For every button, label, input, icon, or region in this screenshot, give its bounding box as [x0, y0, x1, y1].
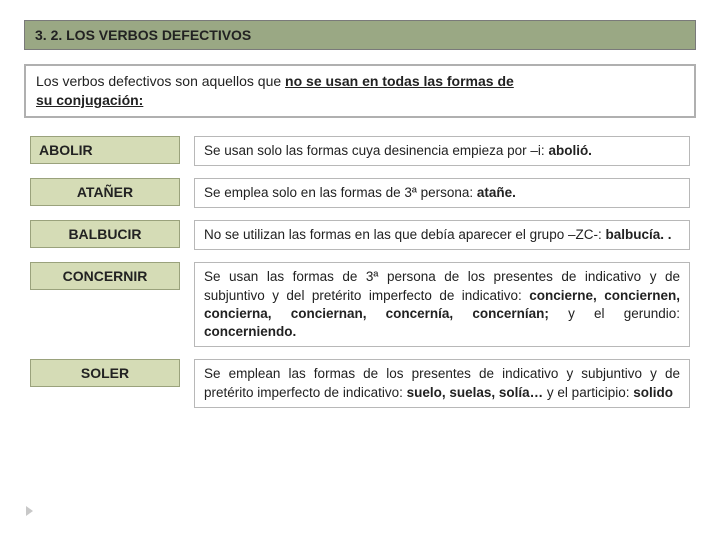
desc-bold: balbucía. .	[605, 227, 671, 242]
verb-label: CONCERNIR	[63, 268, 148, 284]
desc-cell-soler: Se emplean las formas de los presentes d…	[194, 359, 690, 407]
desc-cell-ataner: Se emplea solo en las formas de 3ª perso…	[194, 178, 690, 208]
desc-bold-2: concerniendo.	[204, 324, 296, 339]
table-row: BALBUCIR No se utilizan las formas en la…	[30, 220, 690, 250]
verb-table: ABOLIR Se usan solo las formas cuya desi…	[24, 136, 696, 408]
verb-cell-ataner: ATAÑER	[30, 178, 180, 206]
intro-prefix: Los verbos defectivos son aquellos que	[36, 73, 285, 89]
verb-label: SOLER	[81, 365, 129, 381]
verb-cell-concernir: CONCERNIR	[30, 262, 180, 290]
table-row: ATAÑER Se emplea solo en las formas de 3…	[30, 178, 690, 208]
verb-cell-balbucir: BALBUCIR	[30, 220, 180, 248]
desc-prefix: Se usan solo las formas cuya desinencia …	[204, 143, 548, 158]
intro-bold-1: no se usan en todas las formas de	[285, 73, 514, 89]
desc-bold: atañe.	[477, 185, 516, 200]
table-row: SOLER Se emplean las formas de los prese…	[30, 359, 690, 407]
desc-cell-balbucir: No se utilizan las formas en las que deb…	[194, 220, 690, 250]
desc-cell-concernir: Se usan las formas de 3ª persona de los …	[194, 262, 690, 347]
desc-mid: y el gerundio:	[549, 306, 680, 321]
desc-cell-abolir: Se usan solo las formas cuya desinencia …	[194, 136, 690, 166]
desc-bold-2: solido	[633, 385, 673, 400]
section-title: 3. 2. LOS VERBOS DEFECTIVOS	[35, 27, 251, 43]
verb-label: ATAÑER	[77, 184, 133, 200]
page-marker-icon	[26, 506, 33, 516]
verb-label: ABOLIR	[39, 142, 93, 158]
desc-prefix: Se emplea solo en las formas de 3ª perso…	[204, 185, 477, 200]
table-row: ABOLIR Se usan solo las formas cuya desi…	[30, 136, 690, 166]
verb-cell-soler: SOLER	[30, 359, 180, 387]
desc-bold: abolió.	[548, 143, 592, 158]
intro-bold-2: su conjugación:	[36, 92, 143, 108]
desc-mid: y el participio:	[543, 385, 633, 400]
desc-prefix: No se utilizan las formas en las que deb…	[204, 227, 605, 242]
verb-label: BALBUCIR	[68, 226, 141, 242]
section-header: 3. 2. LOS VERBOS DEFECTIVOS	[24, 20, 696, 50]
verb-cell-abolir: ABOLIR	[30, 136, 180, 164]
intro-definition: Los verbos defectivos son aquellos que n…	[24, 64, 696, 118]
desc-bold: suelo, suelas, solía…	[407, 385, 544, 400]
table-row: CONCERNIR Se usan las formas de 3ª perso…	[30, 262, 690, 347]
